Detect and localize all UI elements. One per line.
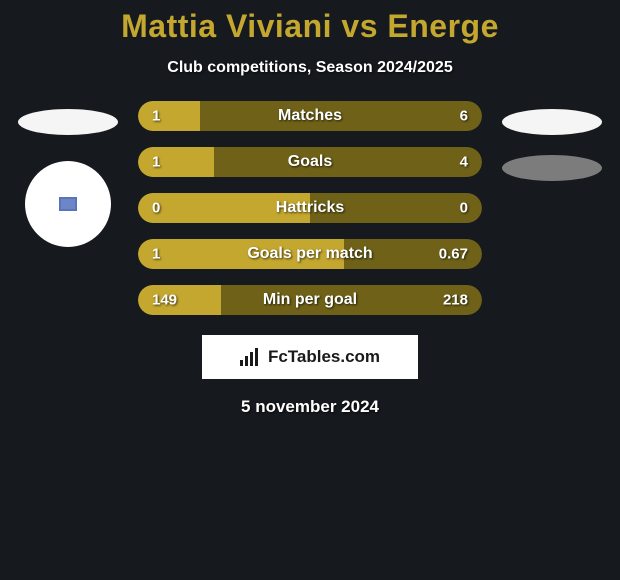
footer-date: 5 november 2024 bbox=[0, 397, 620, 417]
club-badge-placeholder bbox=[502, 155, 602, 181]
page-subtitle: Club competitions, Season 2024/2025 bbox=[0, 59, 620, 77]
stat-bar: 1 Goals per match 0.67 bbox=[138, 239, 482, 269]
brand-bars-icon bbox=[240, 348, 262, 366]
stat-left-value: 1 bbox=[152, 246, 160, 263]
stat-label: Goals bbox=[288, 153, 332, 171]
comparison-card: Mattia Viviani vs Energe Club competitio… bbox=[0, 0, 620, 417]
stat-right-value: 6 bbox=[460, 108, 468, 125]
stat-label: Goals per match bbox=[247, 245, 372, 263]
stat-bar: 149 Min per goal 218 bbox=[138, 285, 482, 315]
stat-bar: 1 Goals 4 bbox=[138, 147, 482, 177]
stat-left-value: 0 bbox=[152, 200, 160, 217]
stat-left-value: 149 bbox=[152, 292, 177, 309]
stat-label: Matches bbox=[278, 107, 342, 125]
stat-bar-left-fill bbox=[138, 101, 200, 131]
stat-bar: 1 Matches 6 bbox=[138, 101, 482, 131]
stat-right-value: 218 bbox=[443, 292, 468, 309]
brand-badge: FcTables.com bbox=[202, 335, 418, 379]
stat-bar: 0 Hattricks 0 bbox=[138, 193, 482, 223]
left-player-column bbox=[18, 101, 118, 247]
stat-label: Hattricks bbox=[276, 199, 344, 217]
right-player-column bbox=[502, 101, 602, 181]
comparison-body: 1 Matches 6 1 Goals 4 0 Hattricks 0 1 Goals per ma… bbox=[0, 101, 620, 315]
stat-right-value: 0 bbox=[460, 200, 468, 217]
brand-text: FcTables.com bbox=[268, 347, 380, 367]
club-badge-placeholder bbox=[25, 161, 111, 247]
stat-bar-left-fill bbox=[138, 285, 221, 315]
comparison-bars: 1 Matches 6 1 Goals 4 0 Hattricks 0 1 Goals per ma… bbox=[138, 101, 482, 315]
page-title: Mattia Viviani vs Energe bbox=[0, 8, 620, 45]
stat-right-value: 0.67 bbox=[439, 246, 468, 263]
stat-left-value: 1 bbox=[152, 108, 160, 125]
club-badge-icon bbox=[59, 197, 77, 211]
player-photo-placeholder bbox=[18, 109, 118, 135]
stat-bar-left-fill bbox=[138, 147, 214, 177]
stat-right-value: 4 bbox=[460, 154, 468, 171]
stat-label: Min per goal bbox=[263, 291, 357, 309]
stat-left-value: 1 bbox=[152, 154, 160, 171]
player-photo-placeholder bbox=[502, 109, 602, 135]
